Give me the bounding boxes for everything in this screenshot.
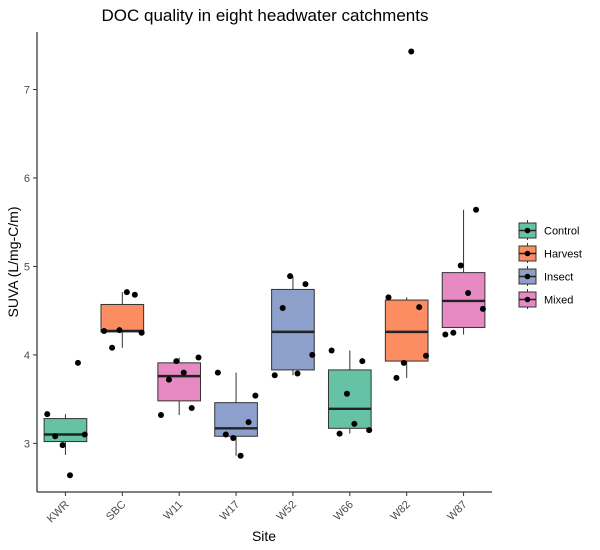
- x-tick-label: W52: [275, 499, 299, 523]
- y-tick-label: 5: [24, 261, 30, 273]
- data-point: [336, 430, 343, 437]
- data-point: [279, 305, 286, 311]
- legend-label: Mixed: [544, 295, 573, 307]
- x-tick-label: SBC: [104, 499, 129, 524]
- data-point: [416, 304, 423, 311]
- data-point: [359, 358, 366, 365]
- legend-key-point: [524, 273, 531, 280]
- data-point: [473, 206, 480, 213]
- data-point: [294, 370, 301, 377]
- box-w52: [271, 273, 316, 379]
- data-point: [245, 419, 252, 426]
- plot-area: 3 4 5 6 7 KWR SBC W11 W17 W52 W66 W82 W87: [24, 32, 492, 525]
- data-point: [252, 392, 259, 399]
- y-tick-label: 3: [24, 438, 30, 450]
- box-w17: [214, 369, 259, 459]
- data-point: [44, 411, 51, 418]
- data-point: [81, 431, 88, 438]
- y-tick-label: 4: [24, 350, 30, 362]
- legend-item-control: Control: [518, 220, 579, 240]
- data-point: [188, 404, 195, 411]
- data-point: [328, 347, 335, 354]
- data-point: [173, 358, 180, 365]
- box-kwr: [43, 359, 88, 479]
- data-point: [385, 294, 392, 301]
- x-tick-label: W17: [218, 499, 242, 523]
- x-axis-title: Site: [252, 528, 276, 544]
- data-point: [343, 390, 350, 397]
- x-tick-label: W11: [161, 499, 185, 523]
- data-point: [393, 374, 400, 381]
- y-tick-label: 7: [24, 85, 30, 97]
- box-w87: [441, 206, 486, 338]
- box-body: [327, 369, 372, 429]
- x-tick-label: W87: [445, 499, 469, 523]
- box-body: [100, 303, 145, 333]
- chart-title: DOC quality in eight headwater catchment…: [102, 6, 429, 25]
- legend-item-harvest: Harvest: [518, 243, 582, 263]
- data-point: [400, 359, 407, 366]
- data-point: [138, 329, 145, 336]
- data-point: [222, 431, 229, 438]
- legend-label: Harvest: [544, 249, 582, 261]
- box-body: [43, 418, 88, 443]
- data-point: [59, 442, 66, 449]
- data-point: [195, 354, 202, 361]
- box-w66: [327, 347, 373, 437]
- data-point: [366, 427, 373, 434]
- data-point: [180, 369, 187, 376]
- data-point: [423, 352, 430, 359]
- data-point: [123, 289, 130, 296]
- legend-key-point: [524, 227, 531, 234]
- legend-label: Control: [544, 226, 579, 238]
- y-tick-label: 6: [24, 173, 30, 185]
- data-point: [351, 420, 358, 427]
- legend-item-insect: Insect: [518, 266, 573, 286]
- data-point: [109, 344, 116, 351]
- data-point: [465, 289, 472, 296]
- data-point: [230, 435, 237, 442]
- data-point: [157, 412, 164, 419]
- data-point: [66, 472, 73, 479]
- box-body: [271, 288, 315, 371]
- data-point: [309, 351, 316, 358]
- data-point: [52, 433, 59, 440]
- x-tick-label: W66: [331, 499, 355, 523]
- data-point: [287, 273, 294, 280]
- legend-item-mixed: Mixed: [518, 289, 573, 309]
- legend-label: Insect: [544, 272, 573, 284]
- data-point: [302, 281, 309, 288]
- data-point: [442, 331, 449, 338]
- legend-key-point: [524, 296, 531, 303]
- data-point: [214, 369, 221, 376]
- data-point: [237, 452, 244, 459]
- data-point: [450, 329, 457, 336]
- data-point: [457, 262, 464, 269]
- box-sbc: [100, 289, 145, 351]
- data-point: [74, 359, 81, 366]
- y-axis-title: SUVA (L/mg-C/m): [5, 207, 21, 318]
- box-body: [157, 362, 202, 402]
- box-w11: [157, 354, 202, 419]
- data-point: [101, 328, 108, 334]
- legend: Control Harvest Insect Mixed: [518, 220, 582, 309]
- data-point: [131, 291, 138, 298]
- x-tick-label: W82: [388, 499, 412, 523]
- data-point: [165, 376, 172, 383]
- box-body: [384, 299, 429, 362]
- x-tick-label: KWR: [45, 499, 72, 526]
- box-body: [214, 402, 258, 437]
- data-point: [479, 305, 486, 312]
- box-w82: [384, 48, 430, 381]
- data-point: [116, 327, 123, 334]
- data-point: [408, 48, 415, 55]
- data-point: [271, 372, 278, 379]
- legend-key-point: [524, 250, 531, 257]
